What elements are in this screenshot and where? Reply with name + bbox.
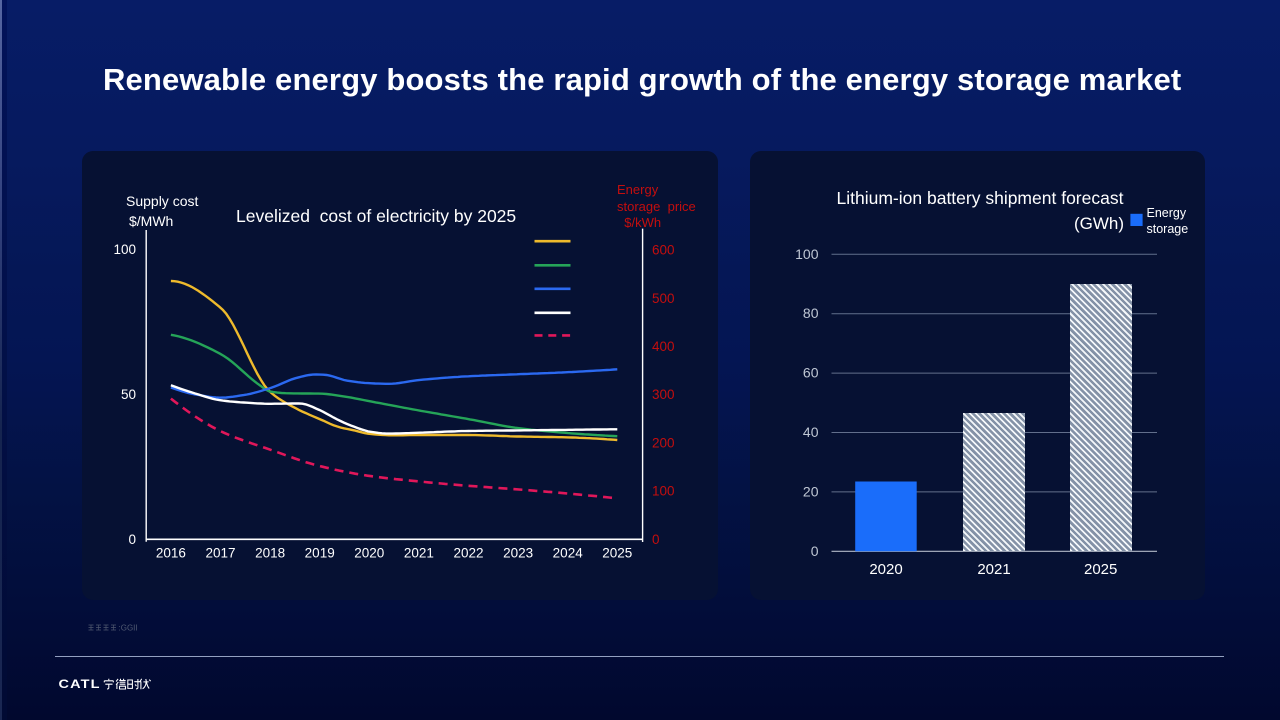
svg-text:2024: 2024: [553, 546, 584, 561]
svg-text:80: 80: [803, 305, 819, 321]
svg-text:2020: 2020: [869, 561, 902, 578]
svg-text:50: 50: [121, 387, 136, 402]
svg-text:100: 100: [795, 246, 819, 262]
svg-text:0: 0: [811, 543, 819, 559]
svg-text:2021: 2021: [404, 546, 434, 561]
svg-text:2023: 2023: [503, 546, 533, 561]
svg-text:500: 500: [652, 291, 675, 306]
svg-text:400: 400: [652, 339, 675, 354]
svg-text:100: 100: [113, 242, 136, 257]
svg-text:2025: 2025: [602, 546, 632, 561]
svg-text:40: 40: [803, 424, 819, 440]
svg-text:2019: 2019: [305, 546, 335, 561]
svg-text:2016: 2016: [156, 546, 186, 561]
svg-text:0: 0: [652, 532, 660, 547]
svg-text:60: 60: [803, 365, 819, 381]
svg-text:2017: 2017: [205, 546, 235, 561]
svg-text:20: 20: [803, 483, 819, 499]
svg-text:2018: 2018: [255, 546, 285, 561]
svg-text:600: 600: [652, 243, 675, 258]
svg-text:2021: 2021: [977, 561, 1010, 578]
svg-text:2020: 2020: [354, 546, 384, 561]
svg-text::GGII: :GGII: [119, 624, 138, 633]
svg-text:CATL: CATL: [59, 678, 101, 691]
svg-text:2022: 2022: [453, 546, 483, 561]
svg-text:2025: 2025: [1084, 561, 1117, 578]
svg-text:200: 200: [652, 435, 675, 450]
svg-text:300: 300: [652, 387, 675, 402]
svg-text:100: 100: [652, 484, 675, 499]
svg-text:0: 0: [128, 532, 136, 547]
